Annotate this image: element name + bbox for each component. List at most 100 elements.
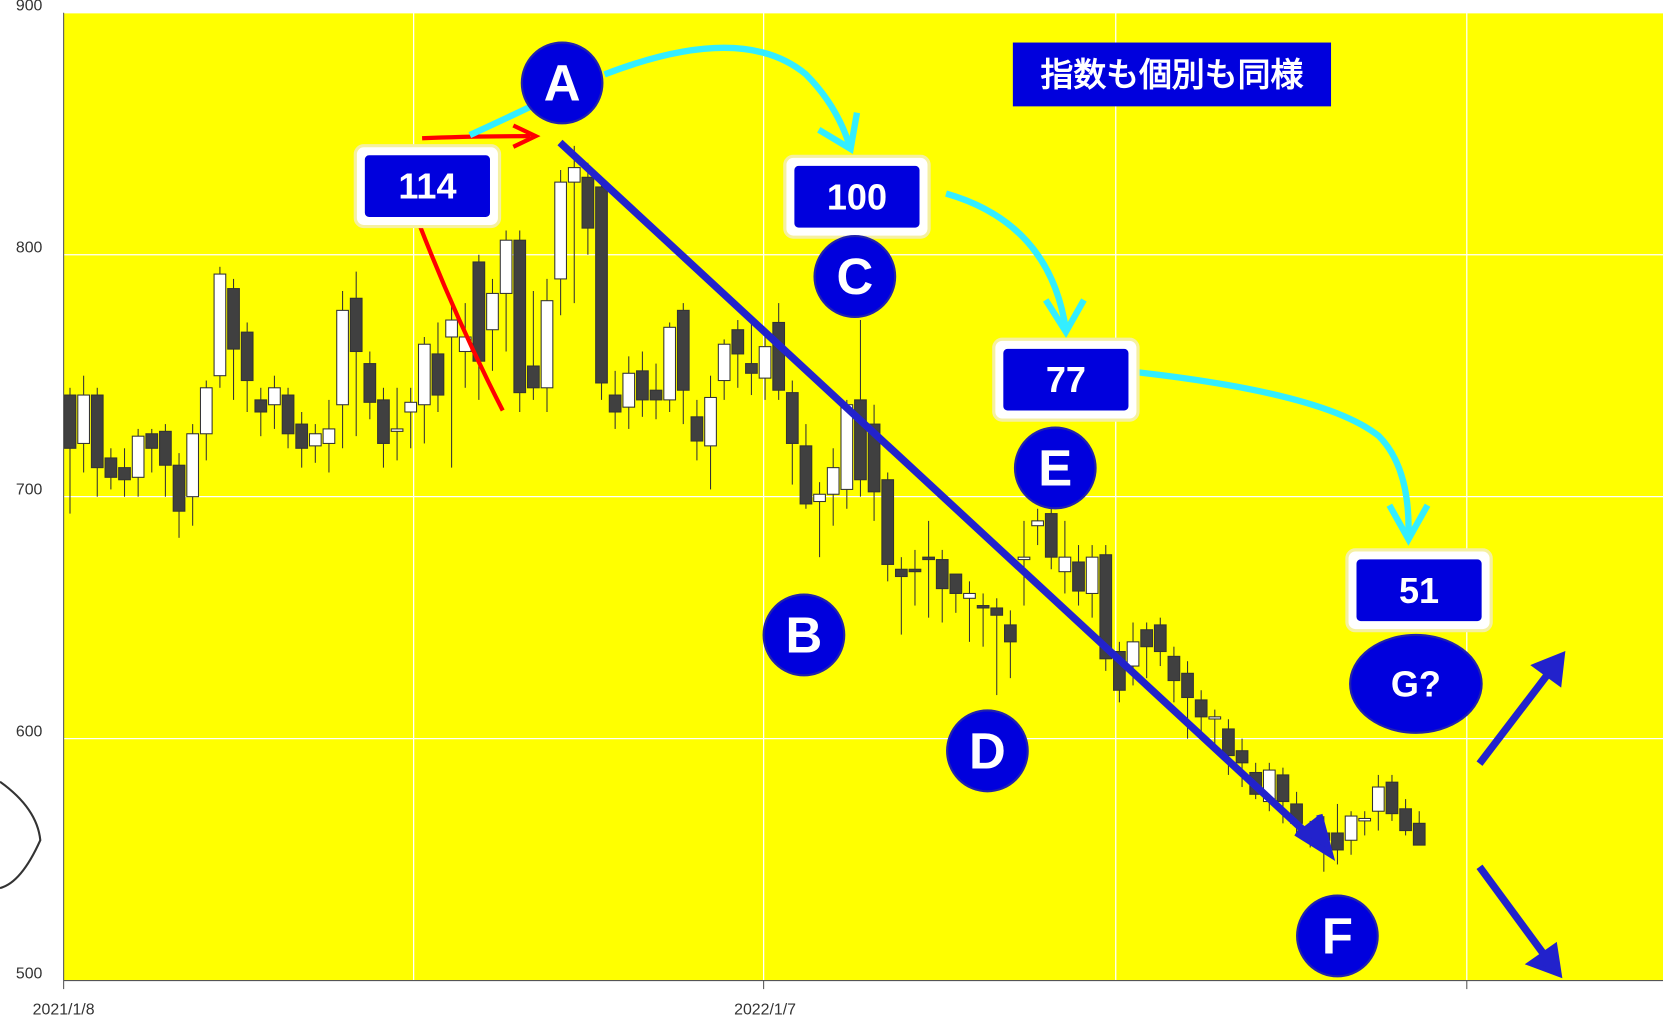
box-label: 77 (1046, 359, 1086, 400)
candle-body (1072, 561, 1085, 592)
candle-body (390, 428, 404, 432)
candle-body (717, 343, 731, 382)
candle-body (254, 399, 268, 413)
candle-body (1344, 815, 1358, 841)
x-tick-label: 2021/1/8 (33, 1002, 95, 1019)
annotations: 指数も個別も同様 114 100 77 51 A B C D E F G? (0, 41, 1566, 979)
candle-body (1371, 786, 1385, 812)
candle-body (949, 573, 963, 594)
candle-body (1031, 520, 1044, 527)
candle-body (581, 176, 595, 229)
cyan-arrow (1136, 369, 1412, 538)
candle-body (881, 479, 895, 565)
candle-body (268, 387, 281, 406)
candle-body (1208, 716, 1222, 720)
box-inner (792, 163, 922, 230)
point-marker (1349, 633, 1483, 734)
box-label: 114 (398, 166, 456, 207)
y-tick-label: 800 (16, 240, 43, 257)
down-arrow (1476, 864, 1557, 971)
candle-body (785, 392, 799, 444)
candle-body (772, 321, 786, 391)
candle-body (295, 423, 309, 449)
banner: 指数も個別も同様 (1040, 56, 1304, 93)
candle-body (90, 394, 104, 469)
candle-body (77, 394, 90, 444)
candle-body (172, 464, 186, 512)
red-arrow-head (512, 123, 541, 149)
candle-body (1058, 556, 1072, 573)
candle-body (213, 273, 227, 377)
point-label: B (786, 606, 823, 663)
candle-body (159, 430, 172, 466)
point-label: A (544, 54, 581, 111)
cyan-arrow-head (817, 112, 861, 155)
candle-body (472, 261, 486, 362)
candle-body (281, 394, 295, 435)
banner-bg (1012, 42, 1332, 107)
up-arrow (1476, 657, 1563, 766)
candle-body (813, 493, 826, 503)
candle-body (608, 394, 622, 413)
candle-body (622, 372, 636, 408)
up-arrow-head (1530, 651, 1566, 688)
candle-body (486, 292, 499, 331)
candle-body (1017, 556, 1031, 561)
candle-body (1194, 699, 1208, 718)
candle-body (527, 365, 540, 389)
candle-body (336, 309, 349, 406)
point-label: D (969, 722, 1006, 779)
candle-body (1412, 822, 1426, 846)
cyan-arrow (945, 190, 1070, 331)
candle-body (1385, 781, 1399, 815)
candle-body (240, 331, 254, 382)
candle-body (1004, 624, 1017, 643)
candle-body (1399, 808, 1412, 832)
candle-body (1181, 672, 1194, 699)
candle-body (908, 568, 922, 573)
cyan-arrow-head (1386, 503, 1431, 546)
box-label: 51 (1399, 570, 1439, 611)
candle-body (417, 343, 431, 406)
candle-body (1044, 513, 1058, 558)
candle-body (1235, 750, 1249, 764)
candle-body (595, 186, 608, 384)
box-inner (1354, 557, 1484, 624)
box-label: 100 (827, 176, 887, 217)
candle-body (663, 326, 677, 401)
candle-body (990, 607, 1004, 616)
cyan-arrow-head (1043, 298, 1087, 339)
candle-body (540, 300, 554, 389)
y-tick-label: 700 (16, 482, 43, 499)
candle-body (1331, 832, 1344, 851)
candle-body (840, 404, 854, 490)
candle-body (854, 399, 867, 481)
y-tick-label: 500 (16, 965, 43, 982)
candle-body (308, 433, 322, 447)
candle-body (199, 387, 213, 435)
candle-body (513, 239, 527, 394)
candle-body (499, 239, 513, 294)
point-label: G? (1391, 663, 1441, 704)
x-tick-label: 2022/1/7 (734, 1002, 796, 1019)
candle-body (322, 428, 336, 444)
point-label: E (1038, 439, 1072, 496)
candle-body (118, 467, 131, 481)
candle-body (1276, 774, 1290, 803)
candle-body (935, 559, 949, 590)
candle-body (826, 467, 840, 495)
candle-body (554, 181, 567, 280)
candle-body (445, 319, 458, 338)
candle-body (104, 457, 118, 478)
box-inner (1001, 346, 1131, 413)
red-arrow (422, 134, 531, 141)
candle-body (1153, 624, 1167, 653)
candle-body (731, 329, 745, 355)
candle-body (976, 605, 990, 609)
candle-body (704, 396, 717, 447)
point-label: F (1322, 907, 1353, 964)
red-line (416, 222, 505, 412)
candle-body (63, 394, 77, 449)
point-marker (1296, 894, 1379, 978)
candle-body (1140, 629, 1154, 648)
